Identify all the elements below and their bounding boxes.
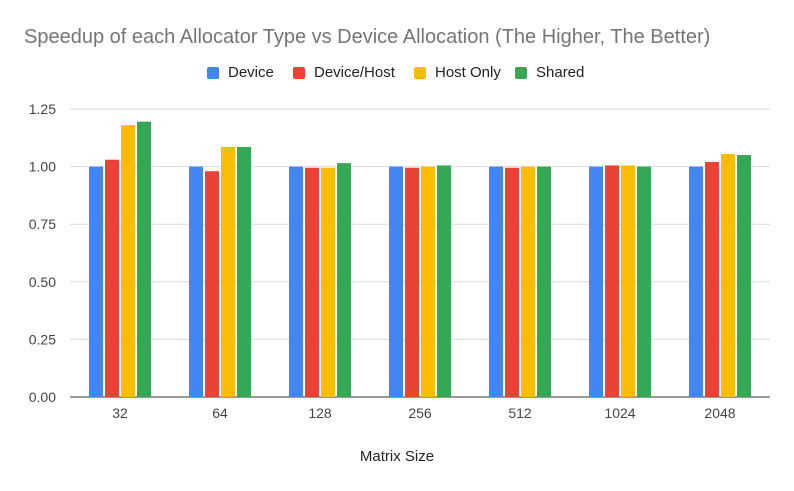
bar [137,121,151,397]
y-tick-label: 0.50 [29,274,56,290]
bar [89,166,103,397]
bar [189,166,203,397]
chart-title: Speedup of each Allocator Type vs Device… [24,26,711,48]
legend-label: Device/Host [314,64,395,81]
bar [589,166,603,397]
bar [321,167,335,397]
bar [621,165,635,397]
bar [205,171,219,397]
x-tick-label: 128 [308,405,332,421]
y-tick-label: 1.25 [29,101,56,117]
legend-swatch [293,66,305,79]
y-tick-label: 0.25 [29,331,56,347]
legend-item: Host Only [414,64,501,81]
bar [237,147,251,397]
bar [637,166,651,397]
legend-swatch [515,66,527,79]
legend: Device Device/Host Host Only Shared [0,64,794,84]
legend-item: Shared [515,64,584,81]
bar [221,147,235,397]
legend-item: Device/Host [293,64,395,81]
bar [605,165,619,397]
legend-swatch [207,66,219,79]
bar [721,153,735,397]
legend-label: Device [228,64,274,81]
bar [405,167,419,397]
bar [389,166,403,397]
legend-label: Shared [536,64,585,81]
y-tick-label: 0.75 [29,216,56,232]
bar [537,166,551,397]
bar [521,166,535,397]
x-tick-label: 512 [508,405,532,421]
bar [737,155,751,397]
bar [489,166,503,397]
x-tick-label: 32 [112,405,128,421]
x-axis-title: Matrix Size [359,448,435,465]
bar [305,167,319,397]
x-tick-label: 2048 [704,405,735,421]
bar [121,125,135,398]
legend-label: Host Only [435,64,501,81]
bar [437,165,451,397]
bar [689,166,703,397]
bar [337,163,351,397]
y-tick-label: 1.00 [29,159,56,175]
y-tick-label: 0.00 [29,389,56,405]
legend-swatch [414,66,426,79]
legend-item: Device [207,64,274,81]
x-tick-label: 64 [212,405,228,421]
bar [505,167,519,397]
x-tick-label: 256 [408,405,432,421]
bar [421,166,435,397]
bar [705,161,719,397]
x-tick-label: 1024 [604,405,635,421]
bar [289,166,303,397]
bar [105,159,119,397]
